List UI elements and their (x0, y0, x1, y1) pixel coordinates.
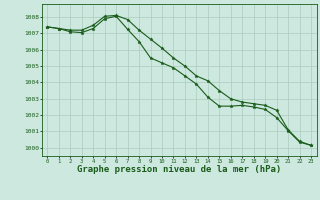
X-axis label: Graphe pression niveau de la mer (hPa): Graphe pression niveau de la mer (hPa) (77, 165, 281, 174)
